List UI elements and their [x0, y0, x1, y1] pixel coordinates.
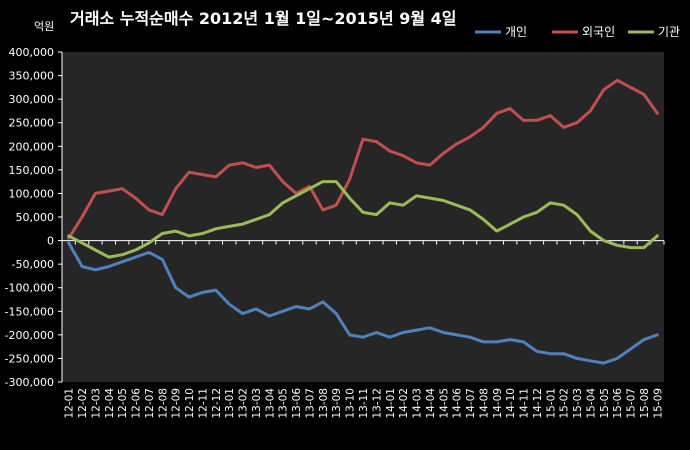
- y-tick-label: 150,000: [9, 164, 55, 177]
- legend: 개인 외국인 기관: [475, 25, 680, 39]
- series-lines: [67, 78, 659, 365]
- x-tick-label: 15-03: [572, 388, 584, 419]
- x-tick-label: 12-03: [90, 388, 102, 419]
- x-tick-label: 12-07: [144, 388, 156, 419]
- x-tick-label: 12-11: [197, 388, 209, 419]
- y-tick-label: -200,000: [5, 329, 54, 342]
- series-line-개인: [67, 241, 659, 365]
- x-tick-label: 13-09: [331, 388, 343, 419]
- x-tick-label: 12-01: [64, 388, 76, 419]
- y-tick-label: -100,000: [5, 282, 54, 295]
- y-axis-unit: 억원: [34, 20, 54, 33]
- y-tick-label: 350,000: [9, 70, 55, 83]
- x-tick-label: 12-02: [77, 388, 89, 419]
- x-tick-label: 14-07: [465, 388, 477, 419]
- legend-label: 기관: [658, 25, 680, 39]
- y-tick-label: -150,000: [5, 305, 54, 318]
- y-tick-label: 100,000: [9, 187, 55, 200]
- x-tick-label: 12-10: [184, 388, 196, 419]
- y-tick-label: -300,000: [5, 376, 54, 389]
- x-tick-label: 15-08: [639, 388, 651, 419]
- x-tick-label: 14-05: [438, 388, 450, 419]
- x-tick-label: 14-01: [385, 388, 397, 419]
- x-tick-label: 14-02: [398, 388, 410, 419]
- legend-label: 개인: [505, 25, 527, 39]
- x-tick-label: 12-05: [117, 388, 129, 419]
- x-tick-label: 15-02: [559, 388, 571, 419]
- x-tick-label: 12-09: [171, 388, 183, 419]
- x-tick-label: 13-06: [291, 388, 303, 419]
- x-tick-label: 13-04: [264, 388, 276, 419]
- y-tick-label: 0: [47, 235, 54, 248]
- y-tick-label: 50,000: [16, 211, 55, 224]
- x-tick-label: 12-04: [104, 388, 116, 419]
- series-line-외국인: [67, 78, 659, 240]
- x-tick-label: 15-01: [545, 388, 557, 419]
- y-tick-label: 200,000: [9, 140, 55, 153]
- x-tick-label: 14-06: [452, 388, 464, 419]
- x-tick-label: 13-11: [358, 388, 370, 419]
- y-tick-label: -50,000: [12, 258, 54, 271]
- x-tick-label: 13-12: [371, 388, 383, 419]
- x-tick-label: 12-08: [157, 388, 169, 419]
- x-tick-label: 15-09: [652, 388, 664, 419]
- y-tick-label: 300,000: [9, 93, 55, 106]
- x-tick-label: 15-06: [612, 388, 624, 419]
- x-tick-label: 13-08: [318, 388, 330, 419]
- x-tick-label: 15-05: [599, 388, 611, 419]
- x-tick-label: 13-03: [251, 388, 263, 419]
- chart-title: 거래소 누적순매수 2012년 1월 1일~2015년 9월 4일: [70, 9, 457, 28]
- x-tick-label: 14-08: [478, 388, 490, 419]
- series-line-기관: [67, 180, 659, 259]
- x-tick-label: 14-04: [425, 388, 437, 419]
- plot-area: [62, 52, 664, 382]
- y-tick-label: 400,000: [9, 46, 55, 59]
- x-tick-label: 14-10: [505, 388, 517, 419]
- x-tick-label: 13-10: [345, 388, 357, 419]
- x-tick-label: 14-11: [519, 388, 531, 419]
- x-tick-label: 12-12: [211, 388, 223, 419]
- y-tick-label: 250,000: [9, 117, 55, 130]
- x-tick-label: 13-02: [238, 388, 250, 419]
- x-tick-label: 14-12: [532, 388, 544, 419]
- x-tick-label: 13-01: [224, 388, 236, 419]
- y-axis: -300,000 -250,000 -200,000 -150,000 -100,000…: [5, 46, 63, 389]
- x-tick-label: 12-06: [131, 388, 143, 419]
- y-tick-label: -250,000: [5, 352, 54, 365]
- x-tick-label: 13-05: [278, 388, 290, 419]
- x-tick-label: 15-04: [585, 388, 597, 419]
- x-tick-label: 14-03: [412, 388, 424, 419]
- x-axis: 12-01 12-02 12-03 12-04 12-05 12-06 12-07 12-08…: [61, 240, 665, 419]
- x-tick-label: 14-09: [492, 388, 504, 419]
- legend-label: 외국인: [582, 25, 615, 39]
- x-tick-label: 15-07: [626, 388, 638, 419]
- x-tick-label: 13-07: [304, 388, 316, 419]
